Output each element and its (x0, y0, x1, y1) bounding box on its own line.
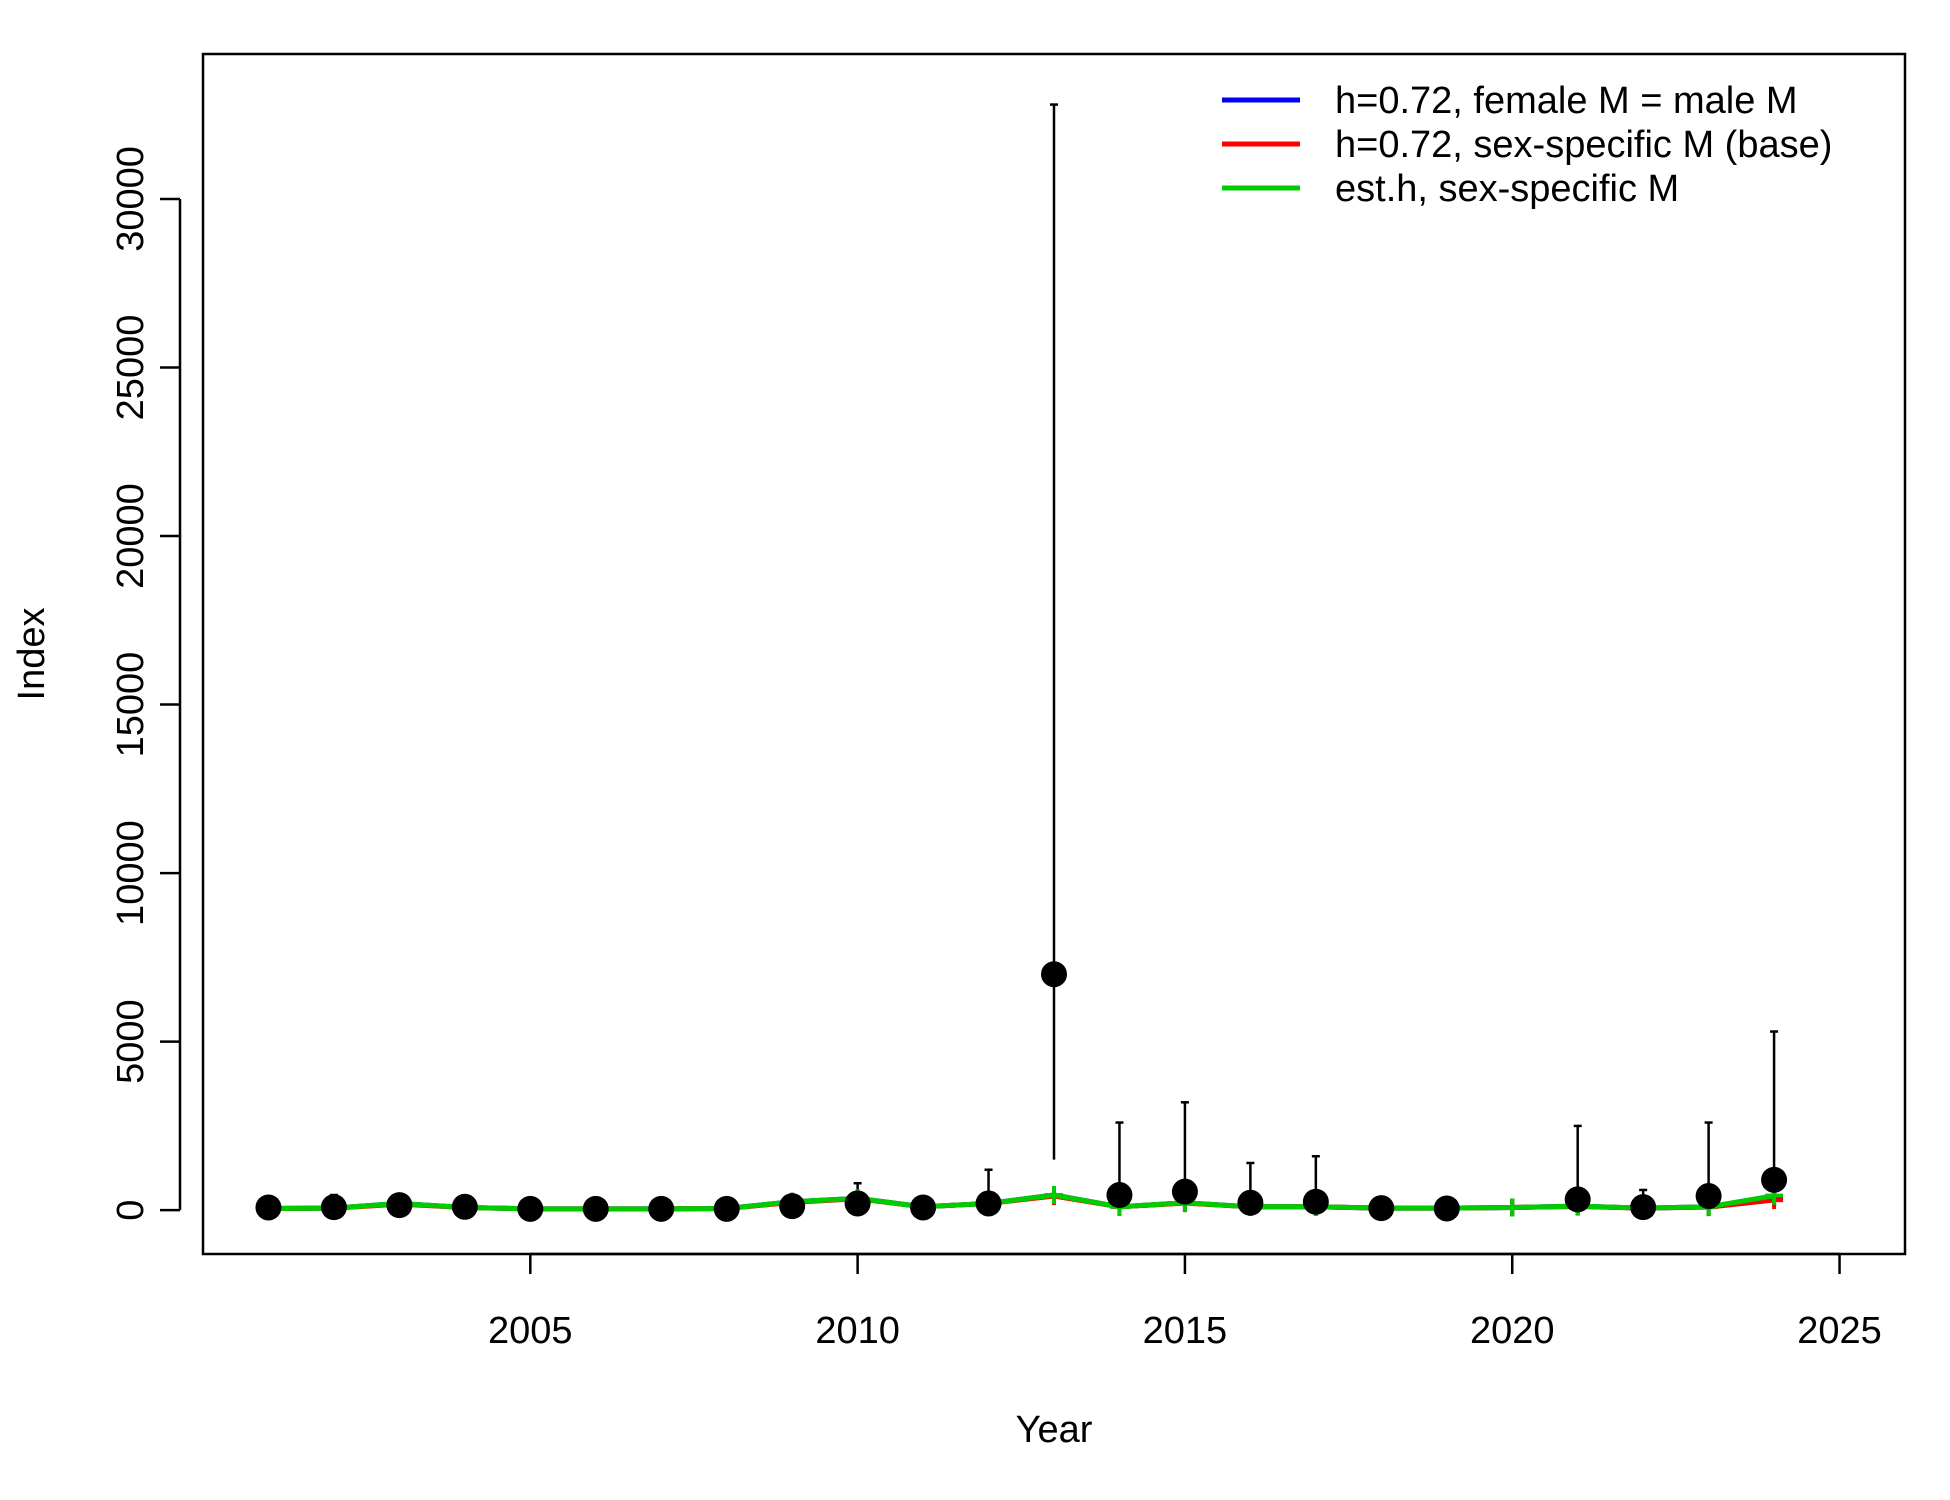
observed-point (517, 1195, 544, 1222)
observed-point (451, 1193, 478, 1220)
observed-point (386, 1192, 413, 1219)
x-tick-label: 2025 (1797, 1310, 1882, 1352)
x-tick-label: 2005 (488, 1310, 573, 1352)
legend-label-2: h=0.72, sex-specific M (base) (1335, 124, 1832, 166)
observed-point (1171, 1178, 1198, 1205)
x-tick-label: 2015 (1143, 1310, 1228, 1352)
observed-point (713, 1195, 740, 1222)
observed-point (844, 1190, 871, 1217)
observed-point (1106, 1182, 1133, 1209)
x-tick-label: 2020 (1470, 1310, 1555, 1352)
observed-point (1368, 1195, 1395, 1222)
observed-point (975, 1190, 1002, 1217)
observed-point (1433, 1195, 1460, 1222)
observed-point (1564, 1186, 1591, 1213)
observed-point (1695, 1183, 1722, 1210)
series-marker-3 (1045, 1186, 1063, 1205)
legend-label-1: h=0.72, female M = male M (1335, 80, 1798, 122)
observed-point (1041, 961, 1067, 988)
y-tick-label: 30000 (110, 146, 152, 252)
observed-point (1237, 1189, 1264, 1216)
x-axis-label: Year (1016, 1409, 1093, 1451)
y-tick-label: 5000 (110, 999, 152, 1084)
y-tick-label: 10000 (110, 820, 152, 926)
observed-point (582, 1195, 609, 1222)
observed-point (1630, 1194, 1657, 1221)
x-tick-label: 2010 (815, 1310, 900, 1352)
y-tick-label: 15000 (110, 652, 152, 758)
y-axis-label: Index (11, 608, 53, 701)
observed-point (910, 1194, 937, 1221)
observed-point (320, 1194, 347, 1221)
observed-point (1302, 1188, 1329, 1215)
axes: 2005 2010 2015 2020 2025 0 5000 10000 15000 20000… (11, 52, 1907, 1451)
series-marker-3 (1503, 1198, 1522, 1217)
legend-label-3: est.h, sex-specific M (1335, 168, 1679, 210)
legend: h=0.72, female M = male Mh=0.72, sex-spe… (1222, 80, 1832, 210)
observed-point (779, 1193, 806, 1220)
observed-point (255, 1194, 282, 1221)
y-tick-label: 25000 (110, 315, 152, 421)
plot-area (255, 103, 1788, 1222)
observed-point (1761, 1166, 1788, 1193)
y-tick-label: 0 (110, 1200, 152, 1221)
observed-point (648, 1195, 675, 1222)
y-tick-label: 20000 (110, 483, 152, 589)
